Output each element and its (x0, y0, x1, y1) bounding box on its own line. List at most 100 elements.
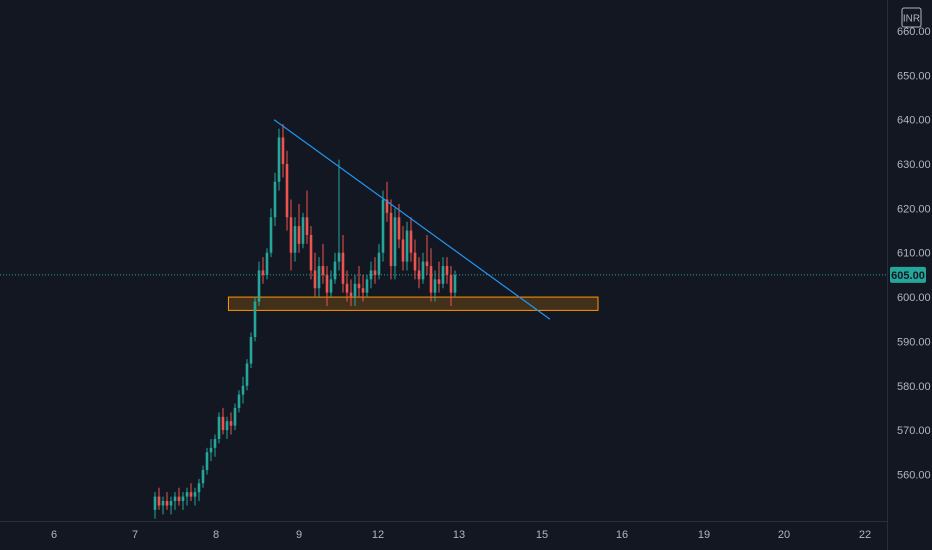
candle[interactable] (341, 235, 345, 293)
candle[interactable] (417, 257, 421, 289)
candle[interactable] (249, 332, 253, 369)
candle-body (373, 270, 377, 275)
candle[interactable] (293, 217, 297, 262)
candle[interactable] (153, 492, 157, 519)
candle[interactable] (301, 212, 305, 249)
candle[interactable] (265, 248, 269, 280)
candle[interactable] (373, 257, 377, 284)
candle[interactable] (169, 496, 173, 515)
y-tick-label: 660.00 (897, 26, 931, 38)
candle[interactable] (161, 496, 165, 515)
candle-body (305, 217, 309, 236)
candle-body (433, 279, 437, 293)
candle-body (417, 270, 421, 280)
candle[interactable] (225, 416, 229, 439)
candle[interactable] (281, 124, 285, 178)
candle[interactable] (261, 257, 265, 284)
candle[interactable] (157, 487, 161, 510)
candle-body (357, 283, 361, 289)
candle[interactable] (333, 252, 337, 284)
candle[interactable] (437, 261, 441, 293)
candle[interactable] (233, 403, 237, 431)
candle[interactable] (237, 390, 241, 413)
candle[interactable] (325, 266, 329, 306)
candle[interactable] (253, 297, 257, 342)
candle[interactable] (221, 407, 225, 435)
candle[interactable] (313, 252, 317, 298)
currency-button[interactable]: INR (901, 7, 922, 28)
candle[interactable] (429, 248, 433, 302)
candle[interactable] (393, 208, 397, 280)
candle[interactable] (453, 270, 457, 298)
candle[interactable] (441, 257, 445, 289)
candle-body (401, 239, 405, 262)
candle[interactable] (405, 221, 409, 271)
candle[interactable] (397, 203, 401, 249)
candle[interactable] (285, 150, 289, 231)
candle[interactable] (353, 274, 357, 306)
candle[interactable] (181, 492, 185, 510)
candle[interactable] (297, 203, 301, 253)
candle[interactable] (421, 252, 425, 284)
trendline[interactable] (273, 119, 551, 320)
support-zone[interactable] (227, 296, 599, 311)
candle-body (181, 496, 185, 502)
price-axis[interactable]: 660.00 650.00 640.00 630.00 620.00 610.00 600.… (897, 26, 931, 481)
candle[interactable] (305, 190, 309, 244)
candle-body (157, 496, 161, 506)
candle-body (333, 261, 337, 280)
candle-body (329, 279, 333, 293)
candle[interactable] (273, 172, 277, 227)
candle[interactable] (337, 159, 341, 271)
candle[interactable] (321, 243, 325, 284)
candle[interactable] (309, 226, 313, 280)
y-tick-label: 560.00 (897, 469, 931, 481)
candle[interactable] (229, 412, 233, 435)
y-tick-label: 600.00 (897, 292, 931, 304)
candle[interactable] (185, 487, 189, 506)
candle[interactable] (213, 434, 217, 457)
candle[interactable] (413, 239, 417, 280)
candle[interactable] (173, 492, 177, 510)
candle[interactable] (365, 274, 369, 298)
candle[interactable] (445, 257, 449, 284)
candle[interactable] (289, 199, 293, 271)
candle[interactable] (449, 266, 453, 306)
candle-body (165, 501, 169, 506)
candle[interactable] (201, 465, 205, 488)
candle[interactable] (345, 270, 349, 302)
time-axis[interactable]: 6 7 8 9 12 13 15 16 19 20 22 (51, 529, 871, 541)
candle[interactable] (193, 487, 197, 506)
candle-body (397, 217, 401, 240)
candle[interactable] (277, 128, 281, 191)
candle[interactable] (433, 270, 437, 302)
candle[interactable] (205, 447, 209, 475)
candle[interactable] (257, 261, 261, 306)
plot-area[interactable] (0, 119, 887, 519)
candle-body (437, 279, 441, 284)
candle[interactable] (361, 274, 365, 302)
candle[interactable] (217, 412, 221, 444)
candle[interactable] (349, 279, 353, 306)
candle[interactable] (197, 478, 201, 502)
candle-body (309, 235, 313, 271)
candle[interactable] (425, 235, 429, 275)
candle[interactable] (209, 438, 213, 462)
candle[interactable] (401, 226, 405, 271)
candle[interactable] (177, 487, 181, 506)
candle[interactable] (409, 217, 413, 262)
candle[interactable] (389, 199, 393, 280)
candle[interactable] (381, 190, 385, 262)
candle[interactable] (189, 483, 193, 502)
candle[interactable] (245, 359, 249, 391)
candle[interactable] (329, 270, 333, 298)
candle[interactable] (317, 257, 321, 298)
candle[interactable] (377, 243, 381, 280)
candle[interactable] (165, 492, 169, 510)
candle[interactable] (241, 376, 245, 404)
candle[interactable] (269, 208, 273, 258)
candle-body (297, 226, 301, 244)
candle[interactable] (357, 266, 361, 298)
candle[interactable] (369, 261, 373, 289)
